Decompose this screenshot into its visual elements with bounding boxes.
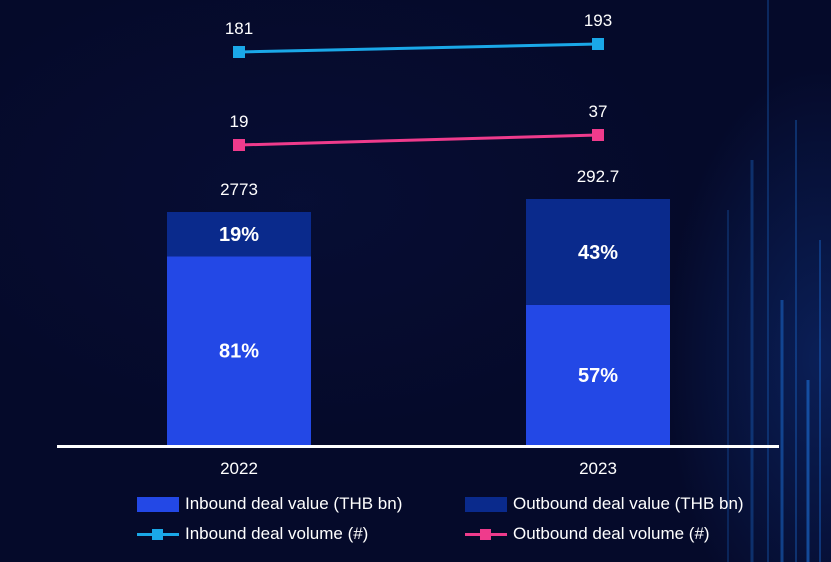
x-tick-label-2022: 2022 — [220, 459, 258, 478]
inbound-volume-marker-2023 — [592, 38, 604, 50]
legend-item-outbound-value: Outbound deal value (THB bn) — [465, 494, 744, 514]
inbound-volume-marker-2022 — [233, 46, 245, 58]
inbound-volume-label-2023: 193 — [584, 11, 612, 30]
legend-item-inbound-volume: Inbound deal volume (#) — [137, 524, 368, 544]
legend-swatch-outbound-volume — [465, 527, 507, 542]
bar-segment-inbound-2022 — [167, 256, 311, 445]
bar-segment-outbound-2023 — [526, 199, 670, 305]
bar-segment-inbound-2023 — [526, 304, 670, 445]
data-label-outbound-2022: 19% — [219, 224, 259, 246]
legend-swatch-outbound-value — [465, 496, 507, 512]
legend-label-inbound-value: Inbound deal value (THB bn) — [185, 494, 403, 513]
data-label-inbound-2022: 81% — [219, 341, 259, 363]
outbound-volume-label-2022: 19 — [230, 112, 249, 131]
bar-total-label-2023: 292.7 — [577, 167, 620, 186]
data-label-inbound-2023: 57% — [578, 365, 618, 387]
legend-label-inbound-volume: Inbound deal volume (#) — [185, 524, 369, 543]
x-tick-label-2023: 2023 — [579, 459, 617, 478]
outbound-volume-line — [238, 133, 599, 147]
legend: Inbound deal value (THB bn) Outbound dea… — [137, 492, 777, 552]
bar-total-label-2022: 2773 — [220, 180, 258, 199]
outbound-volume-marker-2023 — [592, 129, 604, 141]
inbound-volume-line — [238, 42, 599, 54]
legend-item-outbound-volume: Outbound deal volume (#) — [465, 524, 710, 544]
legend-label-outbound-volume: Outbound deal volume (#) — [513, 524, 710, 543]
outbound-volume-marker-2022 — [233, 139, 245, 151]
legend-item-inbound-value: Inbound deal value (THB bn) — [137, 494, 402, 514]
legend-swatch-inbound-value — [137, 496, 179, 512]
inbound-volume-label-2022: 181 — [225, 19, 253, 38]
outbound-volume-label-2023: 37 — [589, 102, 608, 121]
legend-label-outbound-value: Outbound deal value (THB bn) — [513, 494, 744, 513]
legend-swatch-inbound-volume — [137, 527, 179, 542]
bar-segment-outbound-2022 — [167, 212, 311, 257]
data-label-outbound-2023: 43% — [578, 242, 618, 264]
